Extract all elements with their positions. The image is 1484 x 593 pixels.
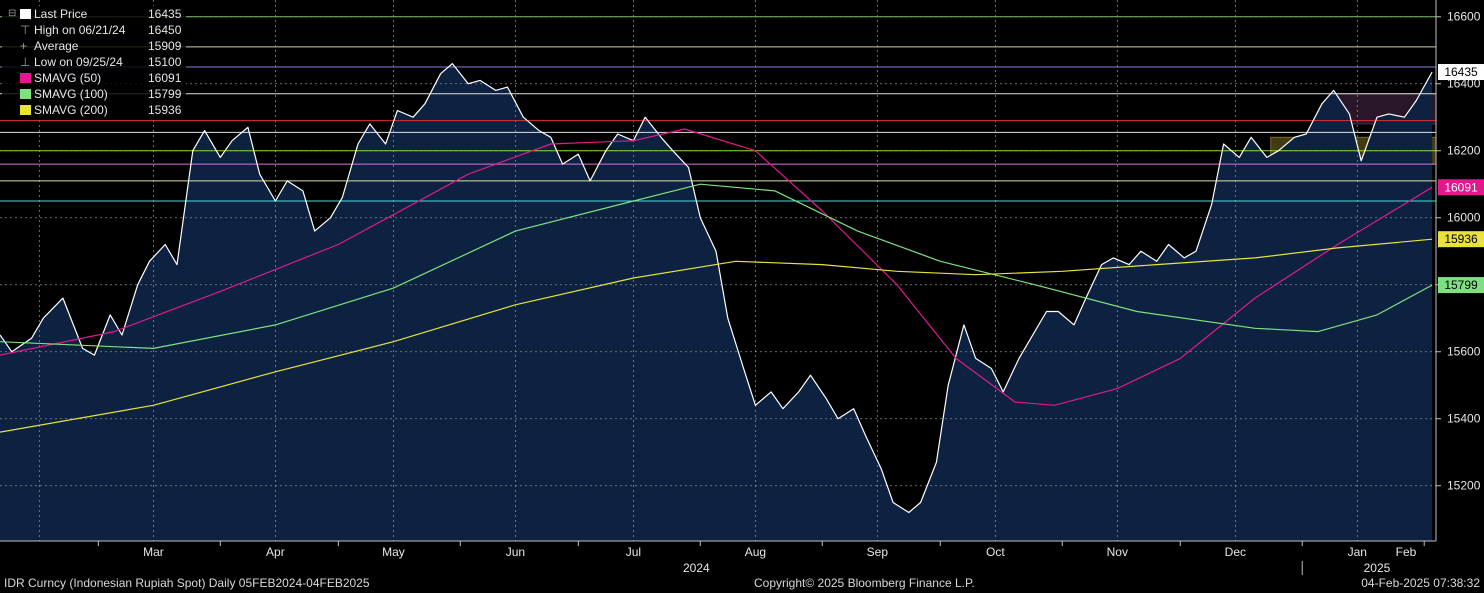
sma50-line [0,128,1433,406]
last-price-value: 16435 [148,7,182,21]
sma50-label: SMAVG (50) [34,71,102,85]
footer-right: 04-Feb-2025 07:38:32 [1361,576,1480,590]
x-month-label: Oct [986,545,1005,559]
y-tick-label: 16600 [1447,10,1481,24]
footer-left: IDR Curncy (Indonesian Rupiah Spot) Dail… [4,576,370,590]
low-label: Low on 09/25/24 [34,55,123,69]
price-tag-box [1438,231,1484,248]
x-month-label: Dec [1225,545,1246,559]
sma200-line [0,238,1433,433]
price-tags: 16435 16091 15936 15799 [1438,64,1484,294]
x-month-label: Jul [626,545,641,559]
y-tick-label: 15400 [1447,412,1481,426]
x-month-label: Aug [745,545,766,559]
x-month-label: Sep [867,545,889,559]
price-tag-label: 16435 [1444,65,1478,79]
y-tick-label: 16400 [1447,77,1481,91]
x-month-label: May [382,545,405,559]
high-value: 16450 [148,23,182,37]
axes: 1520015400156001580016000162001640016600… [0,0,1481,575]
x-year-label: 2025 [1364,561,1391,575]
sma200-value: 15936 [148,103,182,117]
sma100-label: SMAVG (100) [34,87,108,101]
footer-center: Copyright© 2025 Bloomberg Finance L.P. [754,576,975,590]
sma50-swatch [20,73,31,83]
price-tag-box [1438,277,1484,294]
legend-average: + Average 15909 [2,38,186,54]
price-tag-label: 15799 [1444,278,1478,292]
price-tag-box [1438,64,1484,81]
collapse-icon[interactable]: ⊟ [8,8,17,19]
last-price-label: Last Price [34,7,88,21]
legend-last-price: ⊟ Last Price 16435 [2,6,186,22]
sma200-swatch [20,105,31,115]
low-marker-icon: ⊥ [20,55,31,69]
price-tag-label: 16091 [1444,180,1478,194]
sma100-line [0,183,1433,349]
high-marker-icon: ⊤ [20,23,31,37]
sma200-label: SMAVG (200) [34,103,108,117]
sma100-swatch [20,89,31,99]
legend-sma200: SMAVG (200) 15936 [2,102,186,118]
average-marker-icon: + [20,39,28,53]
legend: ⊟ Last Price 16435 ⊤ High on 06/21/24 16… [2,6,186,118]
x-month-label: Mar [143,545,164,559]
legend-low: ⊥ Low on 09/25/24 15100 [2,54,186,70]
legend-high: ⊤ High on 06/21/24 16450 [2,22,186,38]
legend-sma50: SMAVG (50) 16091 [2,70,186,86]
sma100-value: 15799 [148,87,182,101]
series-lines [0,62,1433,514]
high-label: High on 06/21/24 [34,23,126,37]
x-month-label: Apr [266,545,285,559]
low-value: 15100 [148,55,182,69]
x-year-label: 2024 [683,561,710,575]
last-price-line [0,62,1433,514]
x-month-label: Feb [1396,545,1417,559]
y-tick-label: 16200 [1447,144,1481,158]
x-month-label: Jan [1348,545,1367,559]
legend-sma100: SMAVG (100) 15799 [2,86,186,102]
x-month-label: Jun [506,545,525,559]
average-label: Average [34,39,79,53]
average-value: 15909 [148,39,182,53]
price-area-fill [0,63,1433,541]
price-tag-label: 15936 [1444,232,1478,246]
horizontal-levels [0,16,1436,202]
x-month-label: Nov [1107,545,1128,559]
sma50-value: 16091 [148,71,182,85]
y-tick-label: 16000 [1447,211,1481,225]
price-tag-box [1438,179,1484,196]
y-tick-label: 15200 [1447,479,1481,493]
last-price-swatch [20,9,31,19]
y-tick-label: 15600 [1447,345,1481,359]
